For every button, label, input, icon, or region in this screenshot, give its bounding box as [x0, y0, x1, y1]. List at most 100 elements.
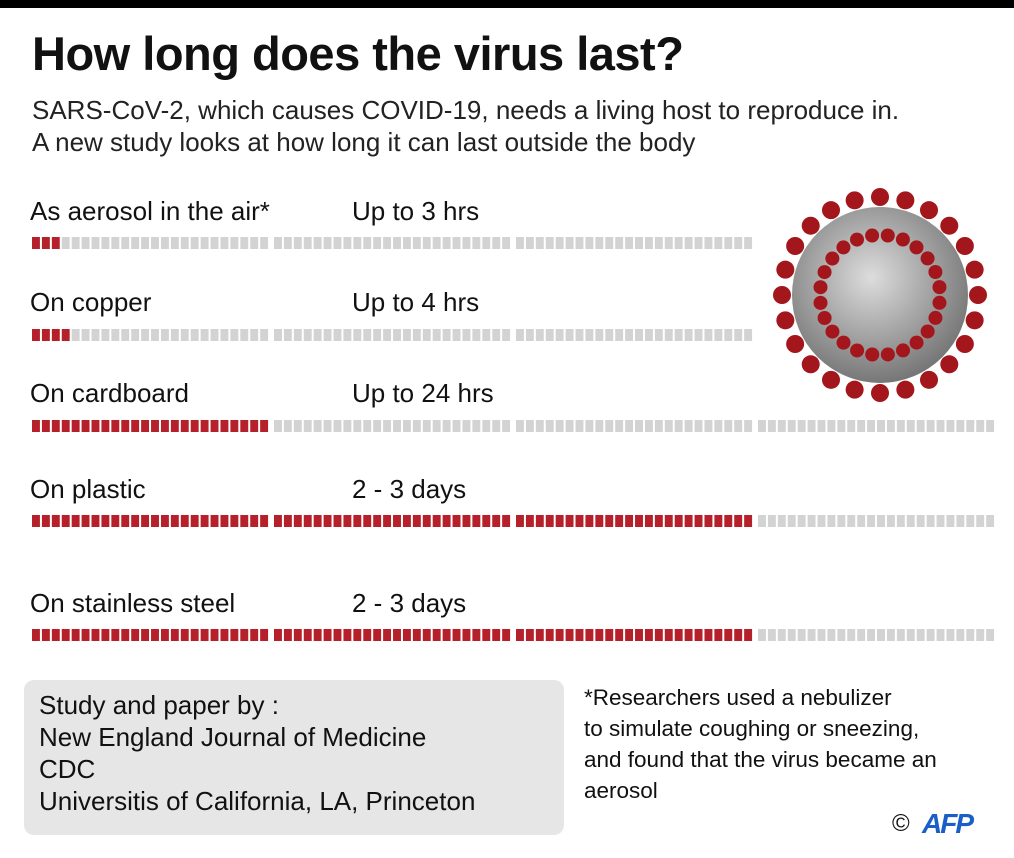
- bar-hour-empty: [373, 420, 382, 432]
- bar-hour-empty: [625, 420, 634, 432]
- bar-hour-empty: [797, 515, 806, 527]
- bar-hour-empty: [91, 329, 100, 341]
- bar-hour-empty: [605, 420, 614, 432]
- bar-hour-empty: [313, 329, 322, 341]
- bar-hour-filled: [160, 629, 169, 641]
- virus-spike: [801, 216, 820, 235]
- bar-hour-filled: [260, 515, 269, 527]
- bar-hour-empty: [684, 329, 693, 341]
- virus-spike: [786, 335, 805, 353]
- bar-hour-empty: [412, 420, 421, 432]
- bar-hour-filled: [91, 515, 100, 527]
- bar-hour-empty: [684, 237, 693, 249]
- bar-hour-empty: [966, 420, 975, 432]
- bar-hour-filled: [41, 237, 50, 249]
- bar-hour-empty: [664, 237, 673, 249]
- bar-hour-empty: [807, 629, 816, 641]
- bar-hour-filled: [402, 515, 411, 527]
- bar-hour-empty: [442, 237, 451, 249]
- bar-hour-filled: [160, 420, 169, 432]
- virus-spike: [932, 295, 947, 310]
- bar-hour-filled: [200, 515, 209, 527]
- bar-hour-empty: [160, 237, 169, 249]
- bar-hour-empty: [777, 420, 786, 432]
- bar-hour-filled: [343, 515, 352, 527]
- bar-hour-empty: [886, 629, 895, 641]
- footnote-line: and found that the virus became an: [584, 747, 937, 772]
- virus-spike: [813, 295, 828, 310]
- bar-hour-empty: [724, 420, 733, 432]
- virus-spike: [786, 237, 805, 255]
- bar-hour-empty: [412, 237, 421, 249]
- bar-hour-filled: [230, 420, 239, 432]
- bar-hour-empty: [313, 237, 322, 249]
- bar-hour-filled: [595, 629, 604, 641]
- bar-hour-filled: [516, 629, 524, 641]
- bar-hour-filled: [121, 629, 130, 641]
- bar-hour-empty: [857, 420, 866, 432]
- bar-hour-filled: [664, 515, 673, 527]
- bar-hour-empty: [787, 515, 796, 527]
- bar-hour-empty: [333, 420, 342, 432]
- bar-hour-empty: [847, 420, 856, 432]
- bar-hour-empty: [101, 237, 110, 249]
- bar-hour-empty: [323, 329, 332, 341]
- virus-spike: [932, 280, 947, 295]
- bar-hour-empty: [896, 629, 905, 641]
- bar-hour-filled: [585, 515, 594, 527]
- bar-hour-empty: [343, 420, 352, 432]
- bar-hour-empty: [714, 237, 723, 249]
- copyright-symbol: ©: [892, 810, 910, 837]
- bar-hour-empty: [664, 420, 673, 432]
- bar-hour-filled: [482, 629, 491, 641]
- bar-hour-filled: [462, 515, 471, 527]
- bar-hour-empty: [767, 629, 776, 641]
- bar-hour-filled: [555, 629, 564, 641]
- bar-hour-empty: [966, 629, 975, 641]
- bar-hour-filled: [635, 629, 643, 641]
- bar-hour-empty: [422, 329, 431, 341]
- virus-spike: [773, 286, 791, 304]
- bar-hour-empty: [986, 629, 995, 641]
- subtitle-line: SARS-CoV-2, which causes COVID-19, needs…: [32, 95, 900, 125]
- bar-hour-empty: [956, 420, 965, 432]
- bar-hour-empty: [674, 237, 683, 249]
- bar-hour-filled: [170, 629, 179, 641]
- bar-hour-filled: [274, 515, 282, 527]
- bar-hour-empty: [694, 420, 703, 432]
- bar-hour-empty: [986, 420, 995, 432]
- bar-hour-empty: [472, 237, 481, 249]
- bar-hour-empty: [170, 237, 179, 249]
- row-value: Up to 4 hrs: [352, 287, 480, 317]
- bar-hour-filled: [141, 420, 150, 432]
- bar-hour-empty: [545, 237, 554, 249]
- bar-hour-filled: [250, 515, 259, 527]
- bar-hour-empty: [71, 237, 80, 249]
- bar-hour-filled: [180, 420, 189, 432]
- bar-hour-empty: [926, 420, 935, 432]
- virus-spike: [845, 380, 864, 399]
- bar-hour-empty: [151, 329, 159, 341]
- virus-spike: [880, 347, 895, 362]
- bar-hour-empty: [585, 237, 594, 249]
- bar-hour-empty: [684, 420, 693, 432]
- bar-hour-empty: [654, 237, 663, 249]
- bar-hour-filled: [625, 629, 634, 641]
- bar-hour-empty: [323, 420, 332, 432]
- bar-hour-filled: [32, 515, 40, 527]
- bar-hour-filled: [81, 515, 90, 527]
- bar-hour-filled: [240, 515, 249, 527]
- bar-hour-empty: [240, 329, 249, 341]
- bar-hour-filled: [654, 515, 663, 527]
- bar-hour-empty: [293, 329, 302, 341]
- bar-hour-empty: [555, 329, 564, 341]
- bar-hour-empty: [595, 237, 604, 249]
- bar-hour-filled: [422, 515, 431, 527]
- bar-hour-empty: [303, 329, 312, 341]
- bar-hour-empty: [714, 329, 723, 341]
- virus-spike: [822, 370, 840, 389]
- bar-hour-filled: [615, 515, 624, 527]
- bar-hour-filled: [383, 515, 392, 527]
- bar-hour-filled: [160, 515, 169, 527]
- bar-hour-filled: [714, 629, 723, 641]
